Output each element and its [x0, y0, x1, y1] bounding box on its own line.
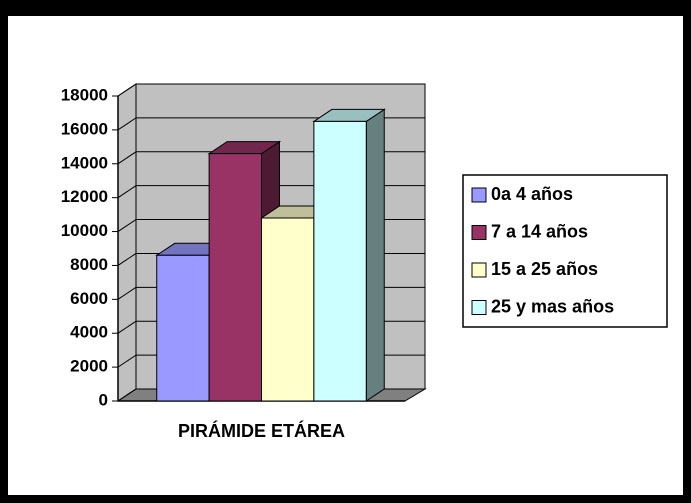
grid-line — [117, 286, 137, 300]
bar — [261, 217, 315, 402]
y-tick-label: 14000 — [61, 153, 108, 172]
grid-line — [117, 117, 137, 131]
y-tick-label: 2000 — [70, 357, 108, 376]
y-tick-label: 16000 — [61, 119, 108, 138]
y-tick-label: 10000 — [61, 221, 108, 240]
y-tick-label: 12000 — [61, 187, 108, 206]
grid-line — [117, 83, 137, 97]
legend-label: 7 a 14 años — [491, 221, 588, 241]
x-tick-label: PIRÁMIDE ETÁREA — [178, 420, 345, 441]
y-tick-label: 6000 — [70, 289, 108, 308]
legend-label: 15 a 25 años — [491, 259, 598, 279]
legend-label: 25 y mas años — [491, 296, 614, 316]
legend-box — [462, 174, 668, 328]
legend-swatch — [471, 300, 487, 315]
y-tick-label: 18000 — [61, 85, 108, 104]
grid-line — [117, 388, 137, 402]
legend-swatch — [471, 187, 487, 203]
side-wall — [117, 83, 137, 402]
grid-line — [117, 253, 137, 266]
grid-line — [117, 354, 137, 368]
legend-swatch — [471, 262, 487, 278]
grid-line — [117, 185, 137, 199]
y-tick-label: 0 — [99, 390, 108, 409]
legend-label: 0a 4 años — [491, 184, 573, 204]
grid-line — [117, 219, 137, 232]
bar — [208, 153, 262, 402]
y-tick-label: 4000 — [70, 323, 108, 342]
legend-swatch — [471, 225, 487, 240]
bar — [156, 254, 210, 402]
y-tick-label: 8000 — [70, 255, 108, 274]
grid-line — [117, 320, 137, 334]
grid-line — [117, 151, 137, 165]
bar — [313, 120, 367, 402]
bar-side — [365, 108, 385, 402]
